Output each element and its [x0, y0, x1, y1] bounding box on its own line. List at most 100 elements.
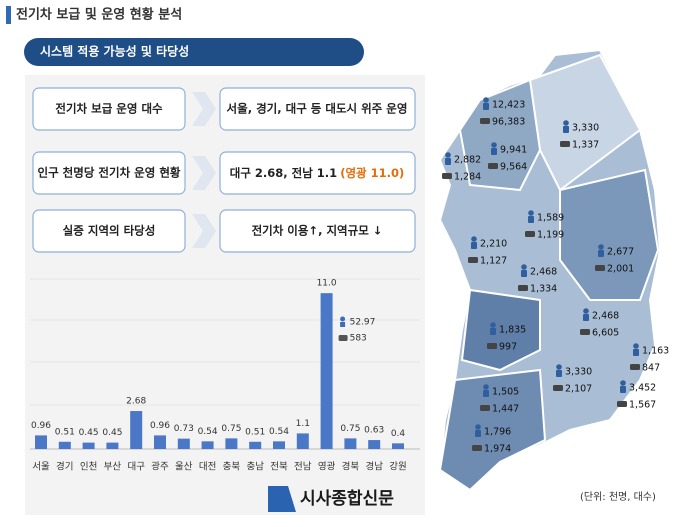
person-icon [556, 364, 562, 370]
chevron [192, 156, 216, 190]
car-icon [442, 173, 452, 179]
value-label: 2.68 [126, 397, 146, 407]
value-label: 0.51 [245, 427, 265, 437]
row-label: 실증 지역의 타당성 [63, 224, 156, 238]
value-label: 0.73 [174, 424, 194, 434]
car-count: 1,974 [484, 444, 511, 455]
banner [24, 38, 364, 66]
person-icon [483, 390, 489, 397]
row-text: 대구 2.68, 전남 1.1 (영광 11.0) [230, 166, 405, 180]
car-icon [480, 405, 490, 411]
bar [249, 441, 262, 449]
person-icon [528, 216, 534, 223]
bar [201, 441, 214, 449]
bar [320, 293, 333, 449]
x-tick-label: 영광 [318, 461, 336, 473]
car-icon [617, 401, 627, 407]
label-box [32, 209, 186, 253]
people-count: 2,882 [454, 155, 481, 166]
people-count: 1,163 [642, 346, 669, 357]
car-count: 1,127 [480, 256, 507, 267]
people-count: 2,677 [607, 247, 634, 258]
person-icon [483, 103, 489, 110]
logo: 시사종합신문 [300, 488, 394, 509]
x-tick-label: 전남 [294, 462, 312, 473]
people-count: 1,505 [492, 387, 519, 398]
annotation: 52.97 [350, 318, 376, 328]
people-count: 3,452 [629, 383, 656, 394]
region-shape [559, 168, 660, 301]
x-tick-label: 강원 [389, 462, 406, 473]
region-shape [438, 368, 547, 492]
header-marker [6, 6, 11, 24]
car-count: 9,564 [500, 162, 527, 173]
person-icon [563, 126, 569, 133]
bar [130, 411, 143, 449]
people-count: 3,330 [565, 367, 592, 378]
x-tick-label: 경남 [365, 461, 383, 473]
car-count: 96,383 [492, 117, 525, 128]
row-label: 인구 천명당 전기차 운영 현황 [38, 166, 181, 180]
bar [35, 435, 47, 449]
person-icon [490, 322, 496, 328]
car-icon [580, 329, 590, 335]
car-count: 997 [499, 342, 517, 353]
x-tick-label: 울산 [175, 462, 193, 473]
value-label: 0.96 [31, 421, 51, 431]
person-icon [471, 236, 477, 242]
car-count: 2,001 [607, 264, 634, 275]
text-box [219, 87, 416, 131]
car-icon [595, 265, 605, 271]
person-icon [620, 386, 626, 393]
car-icon [525, 231, 535, 237]
person-icon [471, 242, 477, 249]
header-title: 전기차 보급 및 운영 현황 분석 [16, 7, 182, 23]
region-shape [458, 78, 542, 192]
value-label: 0.96 [150, 421, 170, 431]
person-icon [583, 308, 589, 314]
chart-panel [25, 75, 425, 515]
person-icon [475, 424, 481, 430]
bar [177, 438, 190, 449]
value-label: 0.63 [364, 426, 384, 436]
unit-note: (단위: 천명, 대수) [580, 490, 656, 503]
car-icon [630, 364, 640, 370]
people-count: 3,330 [572, 123, 599, 134]
person-icon [633, 349, 639, 356]
bar [296, 433, 309, 449]
car-count: 1,284 [454, 172, 481, 183]
value-label: 0.45 [79, 428, 99, 438]
people-count: 1,796 [484, 427, 511, 438]
person-icon [633, 343, 639, 349]
bar [58, 441, 71, 449]
decor-grid [30, 278, 420, 406]
x-tick-label: 대전 [199, 462, 216, 473]
bar [273, 441, 285, 449]
person-icon [521, 264, 527, 270]
car-icon [553, 385, 563, 391]
people-count: 2,468 [592, 311, 619, 322]
person-icon [491, 148, 497, 155]
value-label: 11.0 [317, 279, 337, 289]
person-icon [620, 380, 626, 386]
people-count: 9,941 [500, 145, 527, 156]
car-count: 1,337 [572, 140, 599, 151]
car-count: 1,334 [530, 284, 557, 295]
value-label: 0.75 [221, 424, 241, 434]
person-icon [598, 250, 604, 257]
value-label: 0.4 [391, 429, 406, 439]
value-label: 0.75 [340, 424, 360, 434]
person-icon [521, 270, 527, 277]
value-label: 0.54 [269, 427, 289, 437]
person-icon [445, 152, 451, 158]
x-tick-label: 전북 [270, 462, 288, 473]
row-text: 서울, 경기, 대구 등 대도시 위주 운영 [227, 102, 408, 116]
car-icon [560, 141, 570, 147]
person-icon [563, 120, 569, 126]
people-count: 2,210 [480, 239, 507, 250]
bar [154, 435, 166, 449]
people-count: 1,589 [537, 213, 564, 224]
bar [82, 442, 95, 449]
x-tick-label: 경북 [342, 461, 360, 473]
